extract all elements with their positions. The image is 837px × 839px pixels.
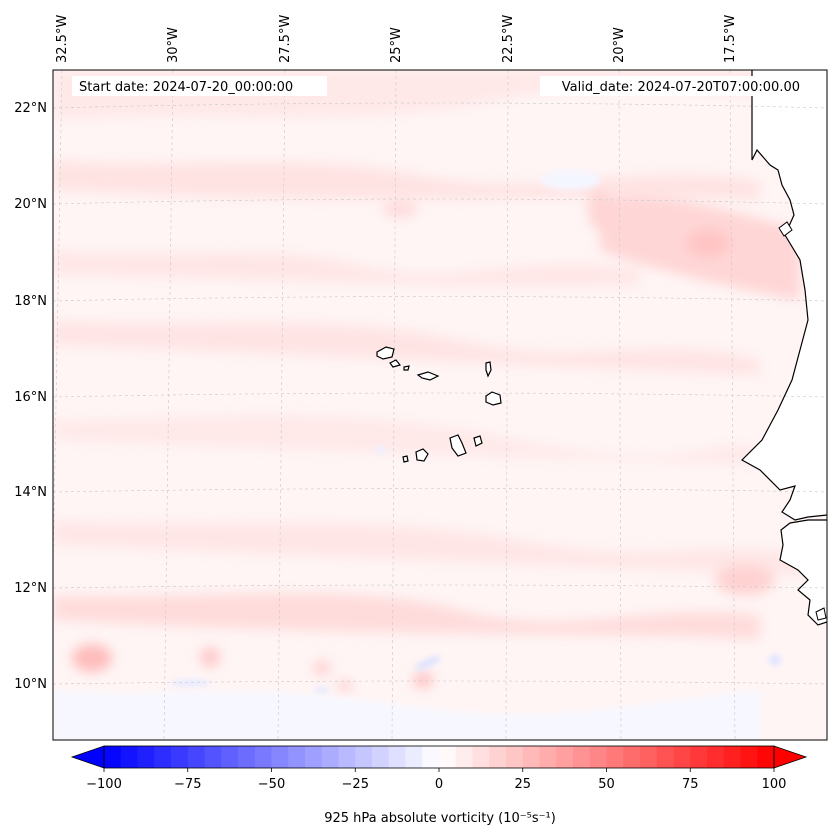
map-panel [53, 70, 827, 740]
colorbar-cell [690, 746, 708, 768]
longitude-label: 32.5°W [55, 15, 70, 63]
colorbar-cell [673, 746, 691, 768]
colorbar-tick-label: 25 [514, 777, 531, 792]
island-sal [485, 361, 492, 378]
colorbar-tick-label: 75 [682, 777, 699, 792]
colorbar-cell [254, 746, 272, 768]
colorbar-cell [455, 746, 473, 768]
longitude-label: 20°W [612, 27, 627, 63]
latitude-label: 20°N [14, 197, 47, 212]
longitude-label: 17.5°W [723, 15, 738, 63]
colorbar: −100 −75 −50 −25 0 25 50 75 100 925 hPa absolute… [70, 745, 808, 826]
island-boa-vista [485, 391, 502, 406]
colorbar-cell [171, 746, 189, 768]
colorbar-cell [372, 746, 390, 768]
colorbar-cell [556, 746, 574, 768]
valid-date-label: Valid_date: 2024-07-20T07:00:00.00 [562, 80, 800, 95]
island-santo-antao [376, 346, 395, 360]
colorbar-cell [740, 746, 758, 768]
longitude-labels: 32.5°W 30°W 27.5°W 25°W 22.5°W 20°W 17.5… [55, 15, 738, 63]
cape-verde-islands [376, 346, 502, 463]
island-fogo [415, 448, 429, 462]
colorbar-cells [104, 746, 775, 768]
colorbar-cell [288, 746, 306, 768]
colorbar-cell [656, 746, 674, 768]
colorbar-cell [506, 746, 524, 768]
latitude-label: 12°N [14, 581, 47, 596]
colorbar-cell [405, 746, 423, 768]
colorbar-cell [489, 746, 507, 768]
latitude-label: 18°N [14, 294, 47, 309]
colorbar-label: 925 hPa absolute vorticity (10⁻⁵s⁻¹) [324, 811, 556, 826]
colorbar-cell [439, 746, 457, 768]
colorbar-cell [422, 746, 440, 768]
latitude-label: 22°N [14, 101, 47, 116]
colorbar-tick-label: 100 [762, 777, 787, 792]
longitude-label: 27.5°W [278, 15, 293, 63]
colorbar-cell [640, 746, 658, 768]
colorbar-cell [355, 746, 373, 768]
colorbar-cell [589, 746, 607, 768]
colorbar-cell [221, 746, 239, 768]
colorbar-cell [238, 746, 256, 768]
colorbar-cell [271, 746, 289, 768]
colorbar-cell [154, 746, 172, 768]
island-maio [473, 435, 483, 447]
colorbar-cell [606, 746, 624, 768]
colorbar-cell [187, 746, 205, 768]
colorbar-cell [623, 746, 641, 768]
africa-lower-landmass [780, 520, 827, 625]
latitude-labels: 22°N 20°N 18°N 16°N 14°N 12°N 10°N [14, 101, 47, 692]
map-frame [52, 69, 828, 741]
africa-landmass [742, 70, 827, 520]
colorbar-cell [321, 746, 339, 768]
coastal-island [778, 221, 793, 237]
colorbar-tick-label: −75 [174, 777, 201, 792]
colorbar-tick-label: 0 [435, 777, 443, 792]
colorbar-cell [120, 746, 138, 768]
colorbar-cell [472, 746, 490, 768]
longitude-label: 22.5°W [501, 15, 516, 63]
longitude-label: 25°W [389, 27, 404, 63]
gridlines [53, 70, 827, 740]
colorbar-low-extend [70, 745, 105, 769]
colorbar-cell [204, 746, 222, 768]
valid-date-box [540, 76, 808, 96]
island-santiago [449, 434, 467, 457]
latitude-label: 16°N [14, 390, 47, 405]
colorbar-ticks: −100 −75 −50 −25 0 25 50 75 100 [86, 768, 786, 792]
colorbar-cell [707, 746, 725, 768]
colorbar-cell [757, 746, 775, 768]
island-sao-vicente [389, 359, 402, 368]
island-brava [402, 455, 409, 463]
vorticity-shading [53, 70, 827, 692]
latitude-label: 14°N [14, 485, 47, 500]
colorbar-cell [388, 746, 406, 768]
longitude-label: 30°W [166, 27, 181, 63]
colorbar-cell [539, 746, 557, 768]
coastal-island [815, 607, 827, 621]
negative-vorticity-shading [53, 170, 781, 740]
africa-coastline [741, 70, 827, 521]
africa-lower-coastline [779, 519, 827, 626]
colorbar-cell [137, 746, 155, 768]
colorbar-cell [305, 746, 323, 768]
colorbar-cell [104, 746, 122, 768]
island-sao-nicolau [416, 371, 440, 381]
colorbar-tick-label: −50 [258, 777, 285, 792]
colorbar-tick-label: −100 [86, 777, 122, 792]
start-date-label: Start date: 2024-07-20_00:00:00 [79, 80, 293, 95]
colorbar-cell [723, 746, 741, 768]
latitude-label: 10°N [14, 677, 47, 692]
colorbar-tick-label: −25 [342, 777, 369, 792]
start-date-box [72, 76, 327, 96]
colorbar-cell [573, 746, 591, 768]
colorbar-cell [338, 746, 356, 768]
colorbar-cell [522, 746, 540, 768]
colorbar-high-extend [773, 745, 808, 769]
colorbar-tick-label: 50 [598, 777, 615, 792]
island-santa-luzia [403, 365, 410, 371]
